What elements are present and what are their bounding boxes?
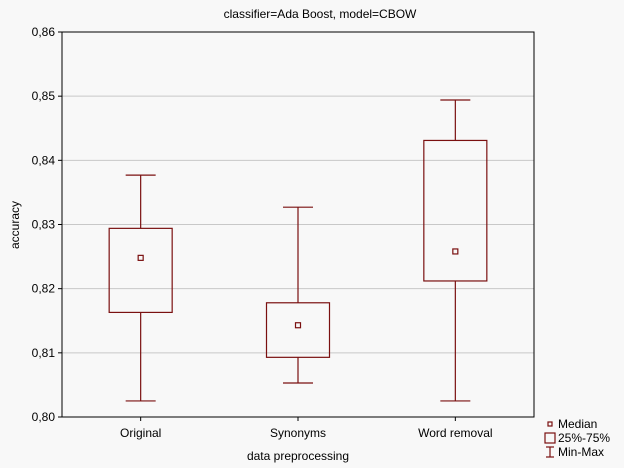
x-tick-label: Synonyms: [270, 426, 326, 440]
x-axis: Original Synonyms Word removal: [120, 417, 493, 440]
box-original: [108, 174, 173, 402]
y-tick-label: 0,82: [32, 282, 56, 296]
y-tick-label: 0,85: [32, 89, 56, 103]
legend-whisker-icon: [546, 446, 554, 458]
iqr-box: [265, 302, 331, 358]
legend-median-icon: [547, 421, 553, 427]
iqr-box: [423, 139, 488, 282]
x-axis-label: data preprocessing: [247, 449, 349, 463]
legend-label: Median: [558, 417, 597, 431]
boxes: [108, 99, 488, 402]
x-tick-label: Word removal: [418, 426, 492, 440]
legend-label: Min-Max: [558, 445, 604, 459]
box-synonyms: [265, 206, 331, 384]
y-axis: 0,80 0,81 0,82 0,83 0,84 0,85 0,86: [32, 25, 62, 424]
y-tick-label: 0,80: [32, 410, 56, 424]
y-tick-label: 0,83: [32, 218, 56, 232]
y-tick-label: 0,84: [32, 153, 56, 167]
box-word-removal: [423, 99, 488, 402]
median-marker: [452, 248, 459, 255]
y-tick-label: 0,81: [32, 346, 56, 360]
iqr-box: [108, 227, 173, 314]
legend-label: 25%-75%: [558, 431, 610, 445]
legend-box-icon: [544, 432, 556, 444]
x-tick-label: Original: [120, 426, 161, 440]
median-marker: [137, 254, 144, 261]
chart-title: classifier=Ada Boost, model=CBOW: [224, 7, 417, 21]
y-axis-label: accuracy: [8, 201, 22, 249]
y-tick-label: 0,86: [32, 25, 56, 39]
median-marker: [294, 322, 302, 329]
